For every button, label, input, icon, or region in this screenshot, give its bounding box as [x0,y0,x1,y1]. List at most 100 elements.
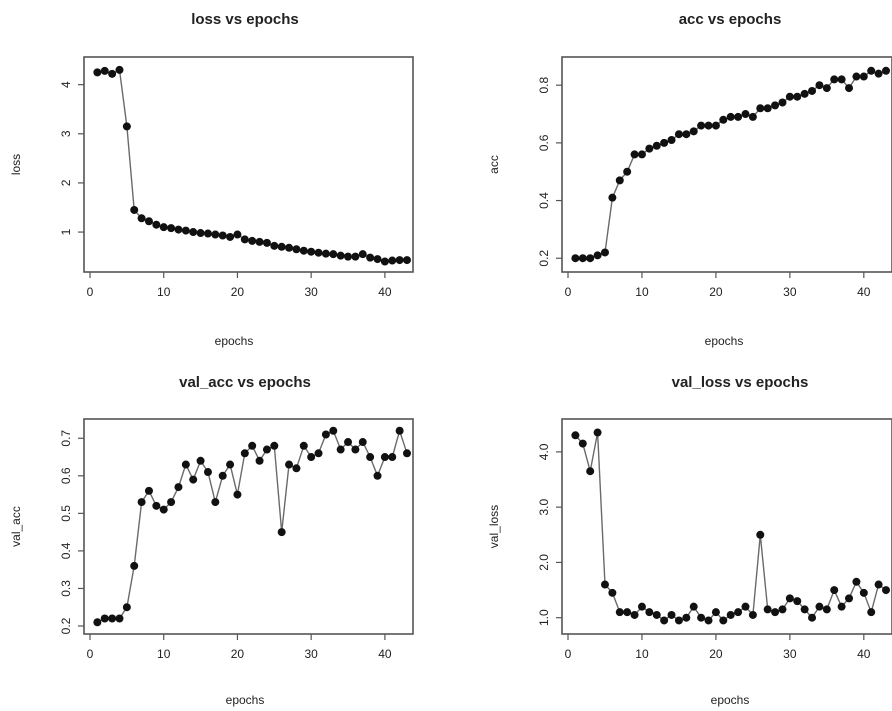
data-point [800,89,809,98]
data-point [277,242,286,251]
data-point [882,66,890,75]
data-point [837,602,846,611]
data-point [100,614,109,623]
data-point [630,610,639,619]
x-tick-label: 0 [565,647,572,661]
data-point [203,468,212,477]
y-tick-label: 1 [59,228,73,235]
data-point [248,441,257,450]
data-point [351,252,360,261]
data-point [852,72,861,81]
data-point [793,92,802,101]
series-line [97,428,408,623]
data-point [285,460,294,469]
data-point [307,247,316,256]
data-point [674,130,683,139]
data-point [277,528,286,537]
y-tick-label: 3 [59,130,73,137]
data-point [218,471,227,480]
data-point [380,257,389,266]
data-point [196,456,205,465]
data-point [689,127,698,136]
y-tick-label: 0.2 [537,250,551,267]
data-point [867,608,876,617]
data-point [815,602,824,611]
data-point [181,226,190,235]
data-point [867,66,876,75]
y-tick-label: 2.0 [537,554,551,571]
data-point [144,217,153,226]
data-point [240,235,249,244]
data-point [152,220,161,229]
data-point [262,238,271,247]
plot-frame [83,418,414,635]
data-point [108,614,117,623]
plot-frame [83,56,414,273]
data-point [689,602,698,611]
data-point [711,121,720,130]
data-point [682,130,691,139]
x-tick-label: 10 [157,647,171,661]
data-point [756,530,765,539]
data-point [763,605,772,614]
chart-loss-vs-epochs: loss vs epochs epochs loss 0 10 20 30 40 1 2 3 4 [9,11,414,348]
data-point [122,603,131,612]
x-tick-label: 30 [783,647,797,661]
data-point [608,193,617,202]
data-point [181,460,190,469]
data-point [226,460,235,469]
data-point [211,498,220,507]
data-point [130,561,139,570]
data-point [852,577,861,586]
data-point [292,245,301,254]
data-point [571,254,580,263]
data-point [600,248,609,257]
data-point [756,104,765,113]
data-point [793,597,802,606]
data-point [652,610,661,619]
data-point [130,205,139,214]
y-tick-label: 0.5 [59,505,73,522]
x-tick-label: 20 [709,647,723,661]
data-point [344,438,353,447]
data-point [196,229,205,238]
series-line [575,70,887,259]
data-point [211,230,220,239]
data-point [240,449,249,458]
x-tick-label: 40 [378,285,392,299]
data-point [697,613,706,622]
data-point [93,618,102,627]
data-point [882,586,890,595]
data-point [623,167,632,176]
data-point [660,616,669,625]
data-point [336,445,345,454]
data-point [815,81,824,90]
y-tick-label: 4 [59,81,73,88]
x-tick-label: 0 [87,647,94,661]
data-point [100,66,109,75]
y-tick-label: 4.0 [537,443,551,460]
x-tick-label: 0 [565,285,572,299]
data-point [395,426,404,435]
x-tick-label: 30 [783,285,797,299]
data-point [380,453,389,462]
y-tick-label: 0.4 [537,192,551,209]
x-tick-label: 40 [378,647,392,661]
series-line [574,432,887,622]
data-point [233,490,242,499]
data-point [115,614,124,623]
data-point [704,616,713,625]
data-point [808,613,817,622]
y-tick-label: 0.2 [59,617,73,634]
data-point [167,498,176,507]
y-tick-label: 0.3 [59,580,73,597]
plot-frame [561,56,892,273]
data-point [726,610,735,619]
data-point [388,256,397,265]
data-point [292,464,301,473]
data-point [314,449,323,458]
x-axis-label: epochs [215,334,254,348]
data-point [307,453,316,462]
data-point [285,243,294,252]
data-point [578,254,587,263]
